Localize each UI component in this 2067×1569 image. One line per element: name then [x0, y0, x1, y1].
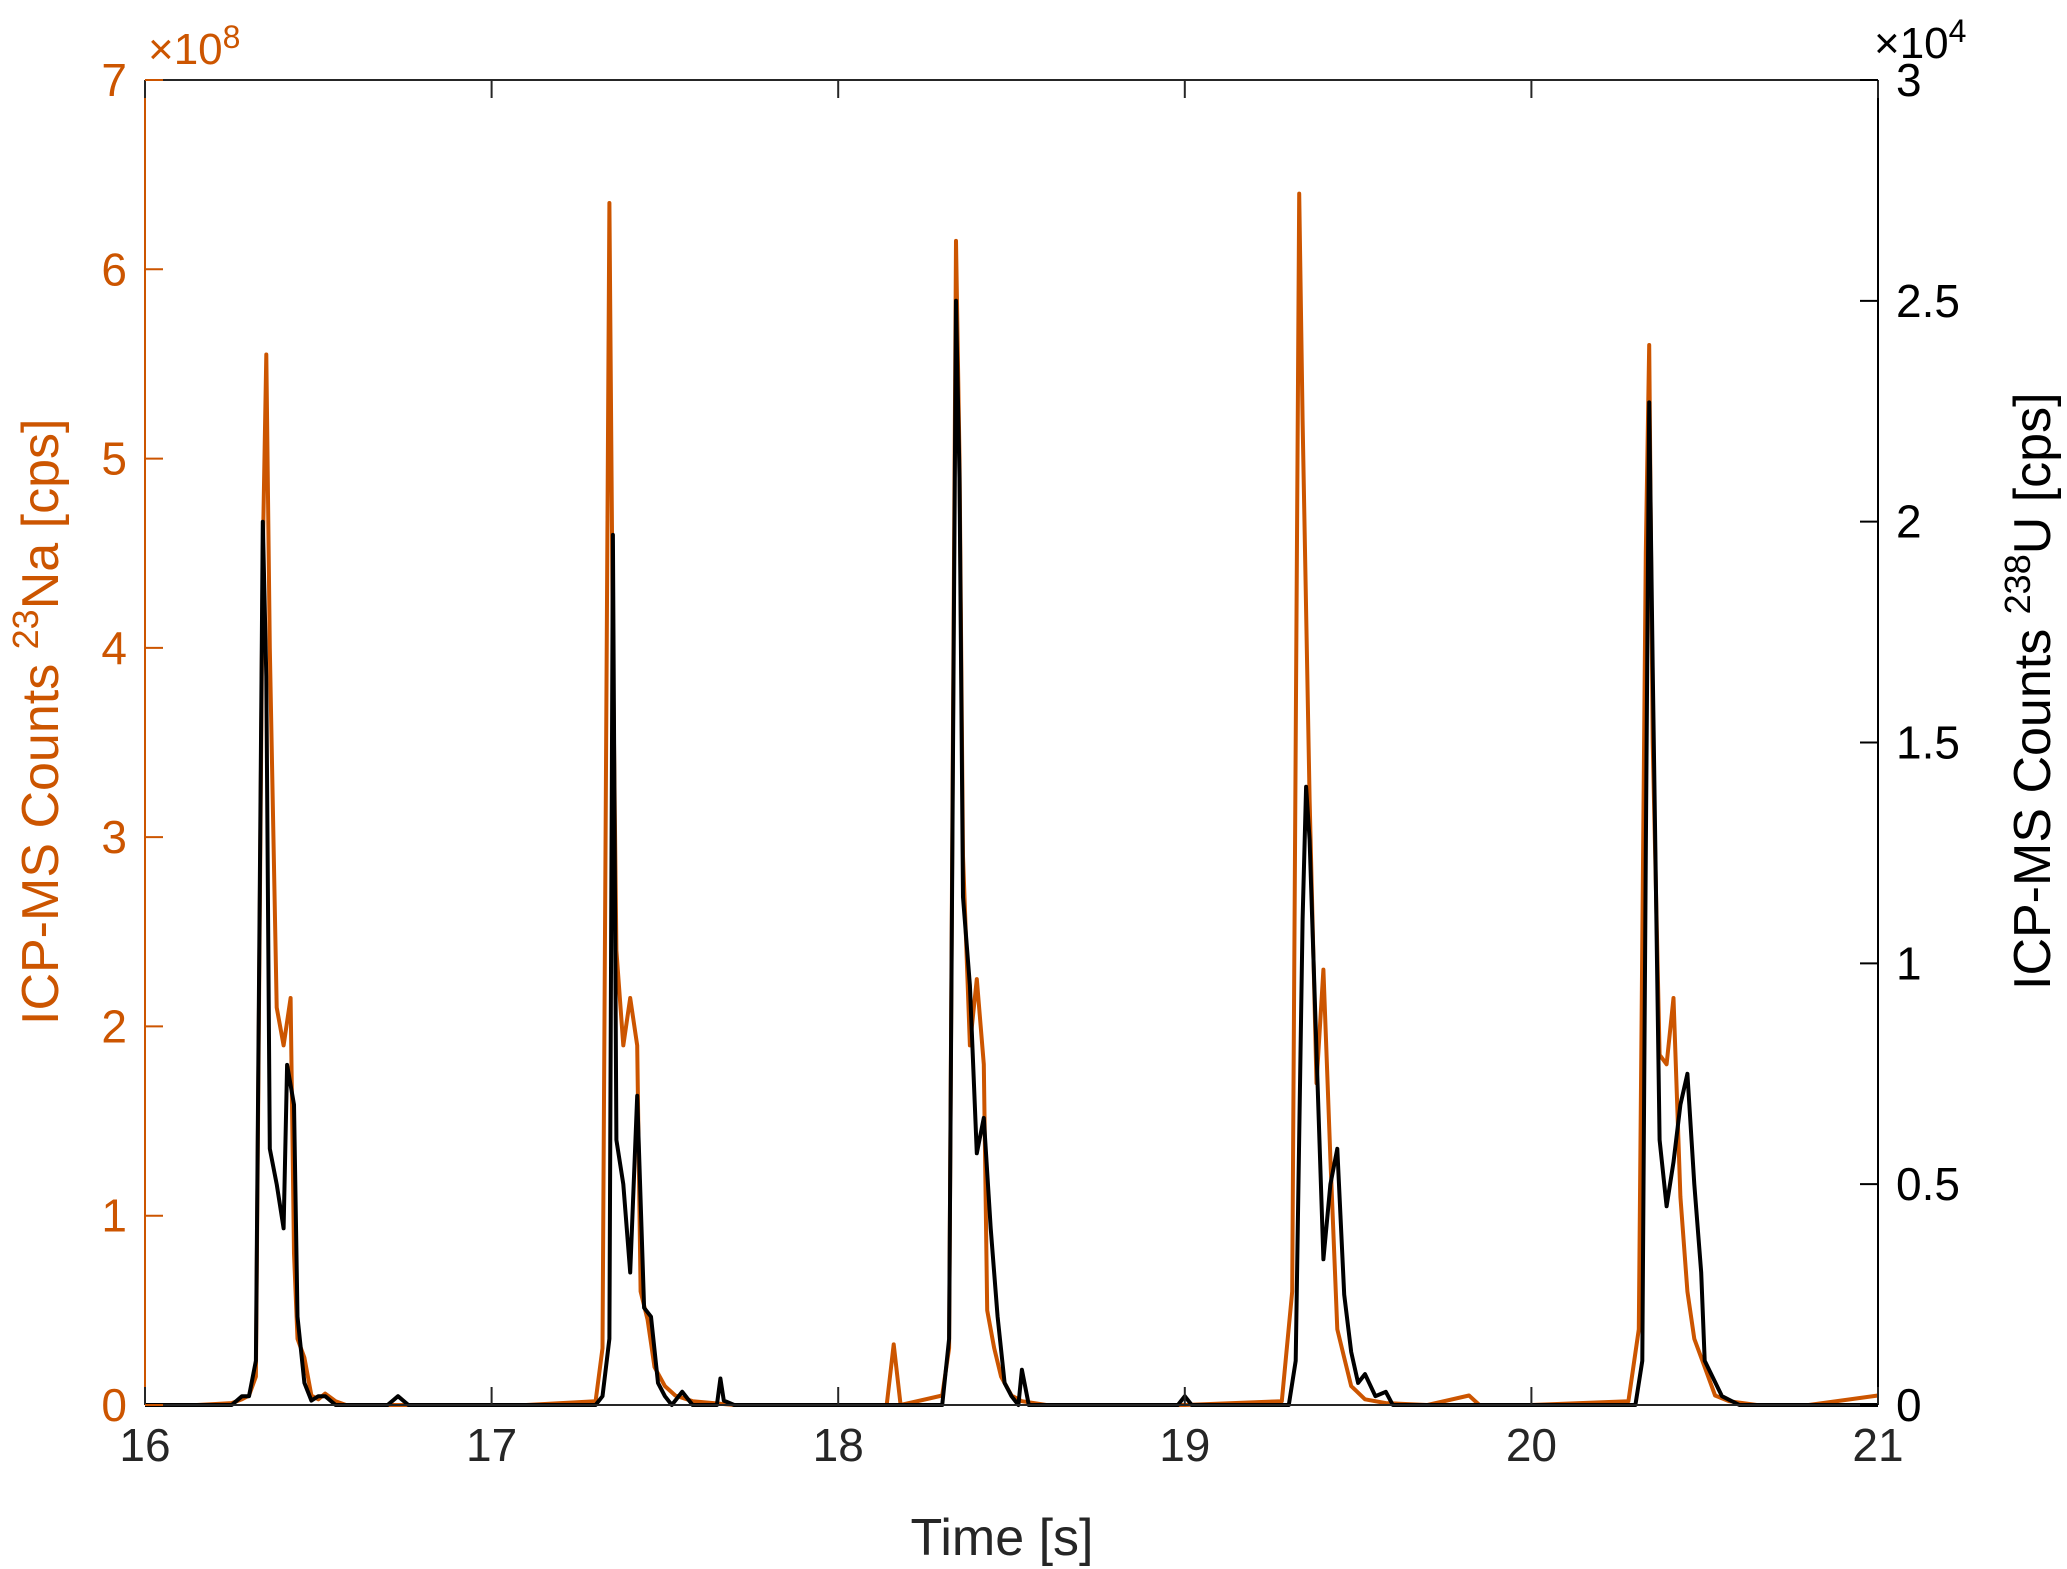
left-axis-title-prefix: ICP-MS Counts — [12, 649, 70, 1025]
left-axis-exponent: ×108 — [148, 19, 240, 74]
right-axis-title-suffix: U [cps] — [2004, 392, 2062, 554]
series-line-2-right — [145, 298, 1878, 1407]
x-tick-label: 21 — [1852, 1419, 1903, 1471]
x-tick-label: 16 — [119, 1419, 170, 1471]
x-tick-label: 17 — [466, 1419, 517, 1471]
left-y-tick-label: 2 — [101, 1000, 127, 1052]
right-axis-title-prefix: ICP-MS Counts — [2004, 614, 2062, 990]
svg-text:ICP-MS Counts 238U [cps]: ICP-MS Counts 238U [cps] — [1997, 392, 2062, 990]
left-y-tick-label: 7 — [101, 54, 127, 106]
left-axis-title-suffix: Na [cps] — [12, 419, 70, 610]
right-y-tick-label: 3 — [1896, 54, 1922, 106]
right-y-tick-label: 2.5 — [1896, 275, 1960, 327]
right-axis-label: ICP-MS Counts 238U [cps] — [1997, 392, 2062, 990]
left-axis-title-isotope: 23 — [5, 609, 46, 649]
right-y-tick-label: 1 — [1896, 937, 1922, 989]
plot-area — [145, 191, 1879, 1407]
left-y-tick-label: 4 — [101, 622, 127, 674]
axes-frame — [144, 79, 1879, 1406]
x-axis-title: Time [s] — [911, 1509, 1094, 1567]
right-y-tick-label: 0 — [1896, 1379, 1922, 1431]
x-tick-label: 18 — [813, 1419, 864, 1471]
right-exponent-base: ×10 — [1874, 19, 1949, 68]
right-y-tick-label: 0.5 — [1896, 1158, 1960, 1210]
svg-text:×104: ×104 — [1874, 13, 1966, 68]
left-y-tick-label: 1 — [101, 1190, 127, 1242]
left-y-tick-label: 6 — [101, 243, 127, 295]
series-line-1-left — [145, 191, 1879, 1407]
right-axis-exponent: ×104 — [1874, 13, 1966, 68]
x-tick-label: 19 — [1159, 1419, 1210, 1471]
x-tick-label: 20 — [1506, 1419, 1557, 1471]
left-y-tick-label: 3 — [101, 811, 127, 863]
left-y-tick-label: 5 — [101, 433, 127, 485]
x-axis-label: Time [s] — [911, 1509, 1094, 1567]
right-exponent-power: 4 — [1949, 13, 1967, 49]
left-exponent-base: ×10 — [148, 25, 223, 74]
svg-text:×108: ×108 — [148, 19, 240, 74]
left-y-tick-label: 0 — [101, 1379, 127, 1431]
svg-text:ICP-MS Counts 23Na [cps]: ICP-MS Counts 23Na [cps] — [5, 419, 70, 1025]
left-exponent-power: 8 — [223, 19, 241, 55]
right-y-tick-label: 2 — [1896, 496, 1922, 548]
right-y-tick-label: 1.5 — [1896, 717, 1960, 769]
left-axis-label: ICP-MS Counts 23Na [cps] — [5, 419, 70, 1025]
right-axis-title-isotope: 238 — [1997, 554, 2038, 614]
